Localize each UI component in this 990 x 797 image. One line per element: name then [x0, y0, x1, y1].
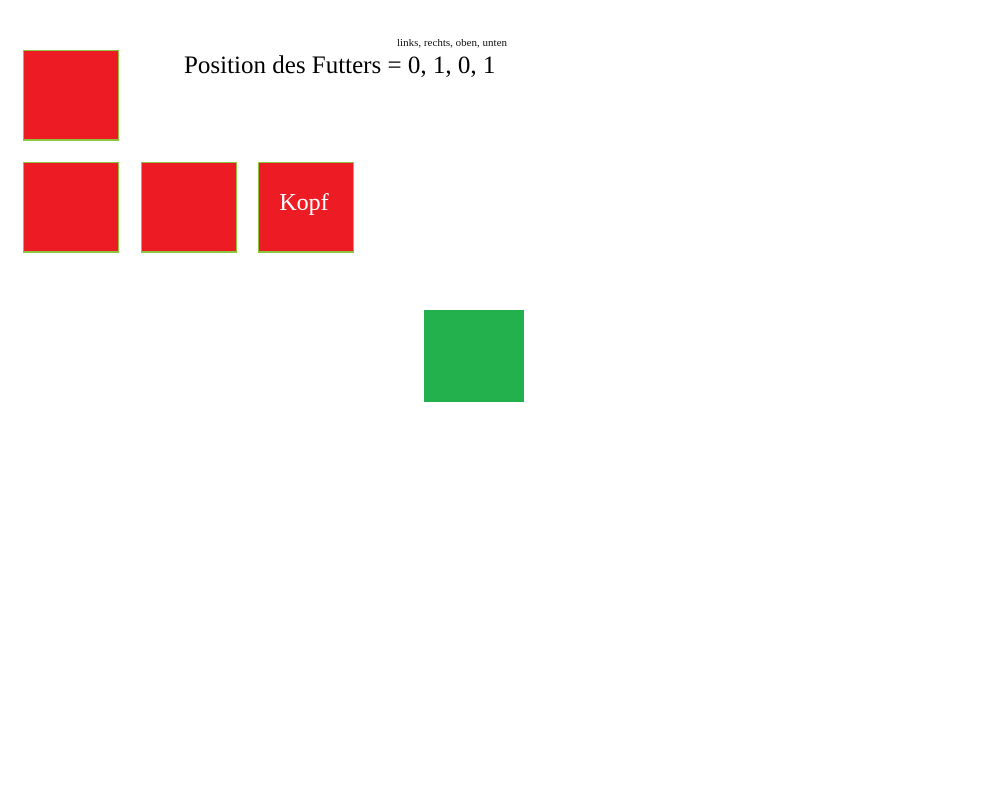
snake-segment [23, 50, 119, 141]
snake-head-label: Kopf [279, 190, 329, 216]
direction-legend: links, rechts, oben, unten [397, 37, 507, 49]
food-position-label: Position des Futters = 0, 1, 0, 1 [184, 52, 496, 79]
snake-segment [141, 162, 237, 253]
snake-head: Kopf [258, 162, 354, 253]
food-item [424, 310, 524, 402]
snake-segment [23, 162, 119, 253]
